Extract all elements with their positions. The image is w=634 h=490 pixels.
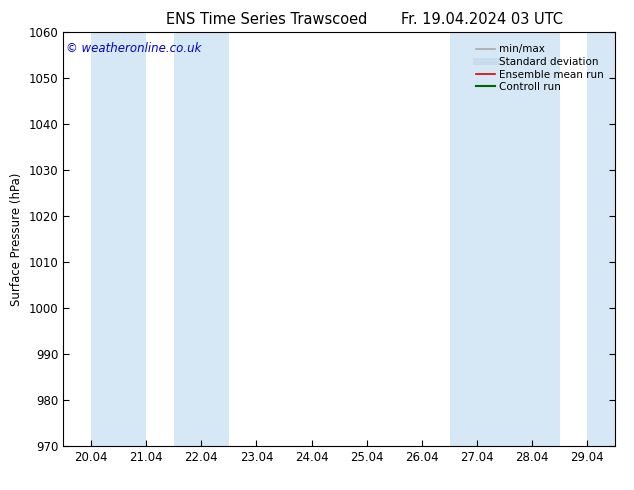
Bar — [505, 32, 560, 446]
Y-axis label: Surface Pressure (hPa): Surface Pressure (hPa) — [10, 172, 23, 306]
Bar — [450, 32, 505, 446]
Text: © weatheronline.co.uk: © weatheronline.co.uk — [66, 42, 202, 55]
Text: ENS Time Series Trawscoed: ENS Time Series Trawscoed — [165, 12, 367, 27]
Legend: min/max, Standard deviation, Ensemble mean run, Controll run: min/max, Standard deviation, Ensemble me… — [473, 41, 607, 95]
Bar — [91, 32, 146, 446]
Bar — [174, 32, 229, 446]
Bar — [588, 32, 615, 446]
Text: Fr. 19.04.2024 03 UTC: Fr. 19.04.2024 03 UTC — [401, 12, 563, 27]
